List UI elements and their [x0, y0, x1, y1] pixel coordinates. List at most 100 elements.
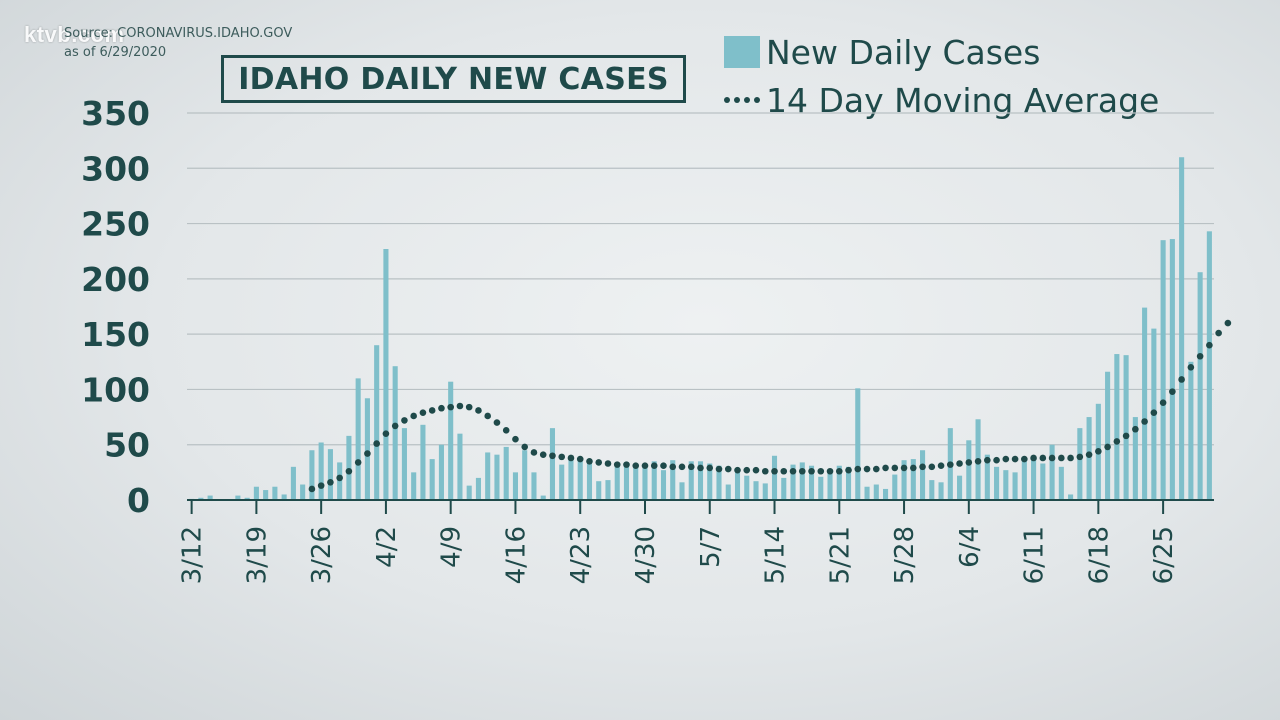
chart-title: IDAHO DAILY NEW CASES — [221, 55, 686, 103]
bar — [901, 460, 907, 500]
bar — [559, 464, 565, 500]
moving-average-point — [1122, 432, 1130, 440]
moving-average-point — [308, 485, 316, 493]
moving-average-point — [771, 467, 778, 475]
bar — [725, 484, 731, 500]
moving-average-point — [1048, 454, 1056, 462]
moving-average-point — [502, 427, 510, 434]
bar — [1197, 272, 1203, 500]
moving-average-point — [623, 461, 630, 468]
bar — [392, 366, 398, 500]
bar — [309, 450, 315, 500]
moving-average-point — [947, 461, 954, 468]
bar — [1105, 371, 1111, 500]
as-of-date: as of 6/29/2020 — [64, 45, 167, 60]
bar — [1114, 354, 1120, 500]
moving-average-point — [1085, 451, 1093, 458]
bar — [1058, 466, 1064, 500]
moving-average-point — [1076, 453, 1084, 461]
x-tick-label: 5/14 — [761, 526, 791, 584]
moving-average-point — [974, 458, 982, 465]
moving-average-point — [669, 463, 677, 471]
x-tick-label: 6/25 — [1149, 526, 1179, 584]
moving-average-point — [1002, 455, 1010, 463]
bar — [272, 486, 278, 500]
x-tick-label: 6/11 — [1020, 526, 1050, 584]
moving-average-point — [697, 464, 704, 472]
bar — [244, 497, 250, 500]
bar-series — [189, 157, 1212, 501]
moving-average-point — [1030, 454, 1037, 462]
moving-average-point — [1215, 329, 1222, 337]
bar — [290, 466, 296, 500]
x-tick-label: 5/28 — [890, 526, 920, 584]
x-tick-label: 6/18 — [1084, 526, 1114, 584]
moving-average-point — [798, 467, 806, 475]
bar — [957, 475, 963, 500]
moving-average-point — [317, 482, 325, 489]
bar — [688, 461, 694, 500]
bar — [679, 482, 685, 500]
moving-average-point — [1224, 319, 1232, 327]
moving-average-point — [549, 452, 556, 460]
bar — [207, 495, 213, 500]
x-tick-label: 4/23 — [566, 526, 596, 584]
moving-average-point — [576, 455, 584, 463]
moving-average-point — [826, 467, 834, 475]
moving-average-point — [1150, 409, 1158, 416]
x-tick-label: 4/16 — [502, 526, 532, 584]
x-tick-label: 4/2 — [372, 526, 402, 568]
moving-average-point — [465, 403, 473, 411]
moving-average-point — [475, 407, 482, 414]
moving-average-point — [724, 465, 732, 473]
moving-average-point — [382, 430, 390, 437]
bar — [531, 472, 537, 500]
x-tick-label: 4/9 — [437, 526, 467, 568]
bar — [1188, 361, 1194, 500]
bar — [346, 435, 352, 500]
moving-average-series — [308, 319, 1232, 493]
bar — [235, 495, 241, 500]
bar — [1040, 463, 1046, 500]
y-axis-ticks: 0 50 100 150 200 250 300 350 — [81, 94, 150, 520]
y-tick-label: 200 — [81, 260, 150, 299]
source-line: Source: CORONAVIRUS.IDAHO.GOV — [64, 26, 293, 41]
x-tick-label: 3/12 — [178, 526, 208, 584]
bar — [1123, 355, 1129, 500]
bar — [448, 381, 454, 500]
moving-average-point — [438, 404, 445, 412]
y-tick-label: 300 — [81, 149, 150, 188]
moving-average-point — [919, 463, 926, 471]
bar — [892, 474, 898, 500]
moving-average-point — [863, 465, 871, 473]
moving-average-point — [1067, 454, 1074, 462]
bar — [836, 465, 842, 500]
bar — [799, 462, 805, 500]
moving-average-point — [780, 467, 788, 475]
bar — [374, 345, 380, 500]
bar — [1012, 472, 1018, 500]
y-tick-label: 250 — [81, 205, 150, 244]
bar — [697, 461, 704, 500]
moving-average-point — [993, 456, 1000, 464]
bar — [1021, 459, 1027, 500]
bar — [864, 486, 870, 500]
bar — [485, 452, 491, 500]
bar — [466, 485, 472, 500]
station-logo: ktvb.com — [24, 22, 125, 47]
bar — [883, 488, 889, 500]
moving-average-point — [613, 461, 621, 468]
moving-average-point — [1196, 352, 1204, 360]
bar — [401, 428, 407, 500]
y-tick-label: 350 — [81, 94, 150, 133]
legend-bar-swatch — [724, 36, 760, 68]
bar — [984, 454, 990, 500]
moving-average-point — [1095, 448, 1102, 455]
bar — [716, 465, 722, 500]
moving-average-point — [1159, 399, 1167, 407]
bar — [873, 484, 879, 500]
bar — [364, 398, 370, 500]
bar — [845, 466, 852, 500]
bar — [827, 469, 833, 500]
